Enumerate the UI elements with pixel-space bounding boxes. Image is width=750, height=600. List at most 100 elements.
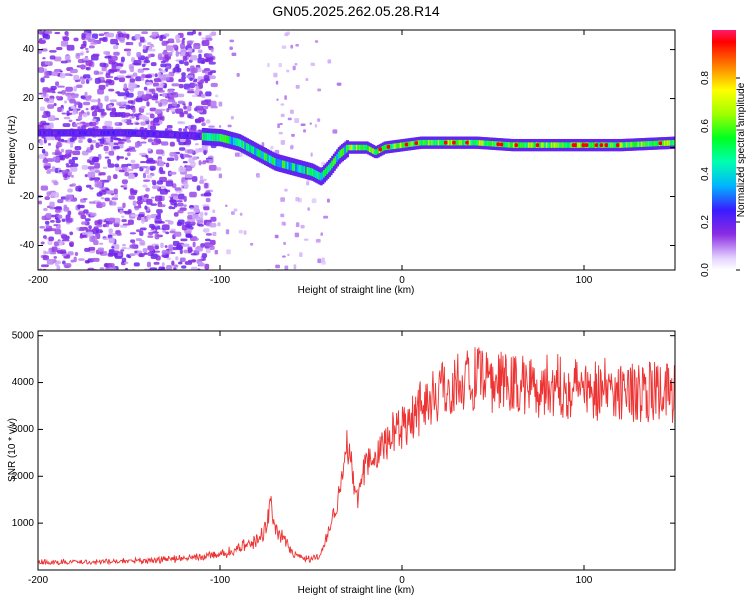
ridge-core — [46, 131, 50, 135]
noise-speckle — [84, 91, 88, 98]
noise-speckle — [117, 141, 124, 144]
noise-speckle — [217, 222, 221, 227]
noise-speckle — [250, 242, 254, 246]
ridge-core — [483, 140, 487, 146]
noise-speckle — [194, 143, 199, 146]
ridge-core — [365, 144, 369, 151]
noise-speckle — [317, 258, 322, 264]
ridge-core — [468, 139, 472, 146]
noise-speckle — [78, 136, 86, 140]
noise-speckle — [109, 267, 117, 270]
noise-speckle — [108, 150, 115, 156]
noise-speckle — [119, 209, 123, 214]
ridge-core — [363, 144, 367, 151]
ridge-core — [241, 140, 245, 149]
noise-speckle — [63, 207, 70, 212]
noise-speckle — [201, 122, 206, 127]
ridge-core — [206, 133, 210, 141]
noise-speckle — [207, 244, 214, 247]
noise-speckle — [204, 182, 209, 189]
noise-speckle — [104, 156, 110, 159]
noise-speckle — [55, 261, 59, 267]
noise-speckle — [66, 92, 73, 95]
noise-speckle — [199, 175, 204, 181]
noise-speckle — [87, 231, 94, 238]
noise-speckle — [85, 33, 92, 39]
ridge-core — [275, 158, 279, 167]
y-tick-label: -20 — [20, 191, 35, 202]
ridge-core — [196, 134, 200, 138]
noise-speckle — [97, 219, 103, 225]
ridge-core — [349, 144, 353, 151]
ridge-core — [408, 141, 412, 148]
noise-speckle — [82, 74, 91, 79]
noise-speckle — [205, 248, 211, 254]
noise-speckle — [183, 204, 187, 208]
ridge-core — [457, 139, 461, 146]
noise-speckle — [66, 44, 75, 51]
noise-speckle — [175, 256, 179, 261]
noise-speckle — [40, 77, 45, 83]
ridge-core — [139, 131, 143, 135]
ridge-core — [644, 141, 648, 147]
ridge-core — [88, 131, 92, 135]
ridge-core — [283, 160, 287, 169]
ridge-core — [75, 131, 79, 135]
noise-speckle — [174, 187, 182, 191]
noise-speckle — [196, 245, 202, 250]
noise-speckle — [95, 169, 101, 174]
noise-speckle — [86, 260, 90, 264]
ridge-core — [576, 142, 580, 148]
noise-speckle — [146, 159, 153, 163]
ridge-core — [83, 131, 87, 135]
noise-speckle — [45, 223, 50, 228]
noise-speckle — [102, 223, 107, 228]
ridge-core — [198, 134, 202, 138]
noise-speckle — [277, 123, 280, 129]
noise-speckle — [116, 232, 122, 236]
noise-speckle — [138, 41, 142, 47]
noise-speckle — [189, 55, 198, 61]
ridge-core — [101, 131, 105, 135]
y-tick-label: 3000 — [12, 424, 35, 435]
noise-speckle — [108, 88, 115, 92]
noise-speckle — [191, 176, 198, 182]
ridge-peak — [499, 142, 504, 147]
noise-speckle — [38, 154, 46, 159]
noise-speckle — [192, 83, 198, 87]
noise-speckle — [295, 84, 300, 89]
noise-speckle — [80, 110, 85, 114]
noise-speckle — [167, 38, 175, 44]
noise-speckle — [128, 195, 135, 200]
noise-speckle — [52, 91, 56, 94]
noise-speckle — [154, 73, 158, 78]
noise-speckle — [40, 185, 49, 191]
noise-speckle — [44, 71, 49, 77]
ridge-core — [216, 133, 220, 142]
ridge-core — [85, 131, 89, 135]
ridge-core — [635, 141, 639, 148]
noise-speckle — [177, 101, 186, 104]
snr-trace — [38, 347, 675, 566]
noise-speckle — [175, 34, 181, 41]
ridge-peak — [452, 140, 457, 145]
noise-speckle — [142, 48, 148, 53]
noise-speckle — [62, 123, 71, 127]
noise-speckle — [91, 118, 97, 122]
noise-speckle — [100, 202, 106, 207]
ridge-core — [141, 131, 145, 136]
noise-speckle — [73, 74, 80, 81]
noise-speckle — [161, 262, 165, 267]
noise-speckle — [160, 60, 166, 63]
ridge-core — [151, 132, 155, 136]
noise-speckle — [124, 261, 129, 264]
noise-speckle — [150, 62, 157, 67]
ridge-core — [252, 146, 256, 155]
noise-speckle — [97, 88, 104, 95]
noise-speckle — [203, 228, 210, 233]
ridge-core — [522, 142, 526, 148]
ridge-core — [318, 172, 322, 180]
noise-speckle — [79, 204, 85, 209]
ridge-core — [357, 144, 361, 151]
noise-speckle — [118, 77, 125, 83]
